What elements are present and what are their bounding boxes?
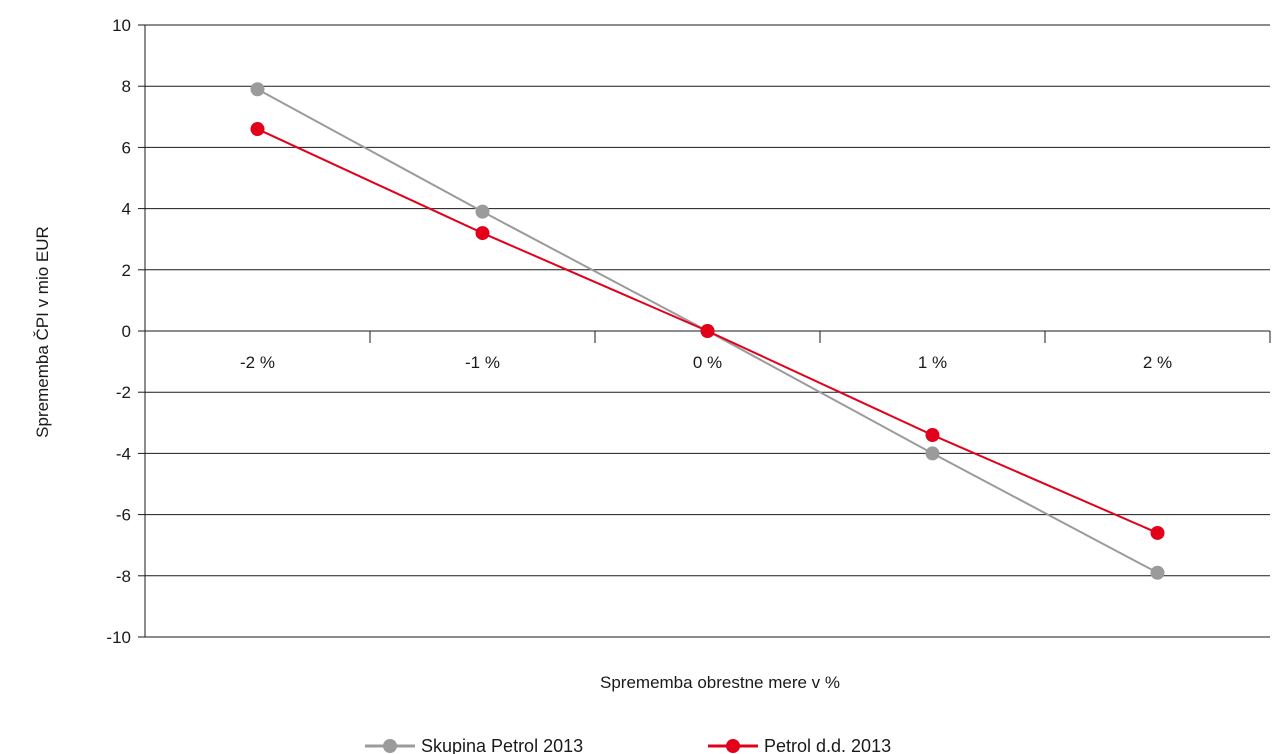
x-tick-label: 0 % <box>693 353 722 372</box>
data-point <box>250 122 265 137</box>
data-point <box>1150 525 1165 540</box>
data-point <box>925 428 940 443</box>
y-tick-label: -6 <box>116 506 131 525</box>
legend: Skupina Petrol 2013 Petrol d.d. 2013 <box>365 736 891 754</box>
x-axis-ticks: -2 % -1 % 0 % 1 % 2 % <box>144 331 1271 372</box>
y-tick-label: 6 <box>122 138 131 157</box>
data-point <box>1150 565 1165 580</box>
data-point <box>475 226 490 241</box>
x-tick-label: 2 % <box>1143 353 1172 372</box>
y-tick-label: 10 <box>112 16 131 35</box>
y-tick-label: -10 <box>106 628 131 647</box>
y-tick-label: 8 <box>122 77 131 96</box>
x-tick-label: 1 % <box>918 353 947 372</box>
legend-label: Skupina Petrol 2013 <box>421 736 583 754</box>
data-point <box>700 324 715 338</box>
x-tick-label: -2 % <box>240 353 275 372</box>
data-point <box>475 204 490 219</box>
y-tick-label: -4 <box>116 444 131 463</box>
series-group <box>250 82 1165 580</box>
gridlines <box>145 24 1270 638</box>
y-tick-label: -2 <box>116 383 131 402</box>
legend-item: Petrol d.d. 2013 <box>708 736 891 754</box>
y-axis-ticks: 10 8 6 4 2 0 -2 -4 -6 -8 -10 <box>106 16 145 647</box>
legend-item: Skupina Petrol 2013 <box>365 736 583 754</box>
y-axis-label: Sprememba ČPI v mio EUR <box>33 226 52 438</box>
x-tick-label: -1 % <box>465 353 500 372</box>
data-point <box>250 82 265 97</box>
y-tick-label: -8 <box>116 567 131 586</box>
y-tick-label: 2 <box>122 261 131 280</box>
data-point <box>925 446 940 461</box>
legend-marker <box>383 739 397 753</box>
legend-label: Petrol d.d. 2013 <box>764 736 891 754</box>
legend-marker <box>726 739 740 753</box>
y-tick-label: 4 <box>122 200 131 219</box>
x-axis-label: Sprememba obrestne mere v % <box>600 673 840 692</box>
y-tick-label: 0 <box>122 322 131 341</box>
